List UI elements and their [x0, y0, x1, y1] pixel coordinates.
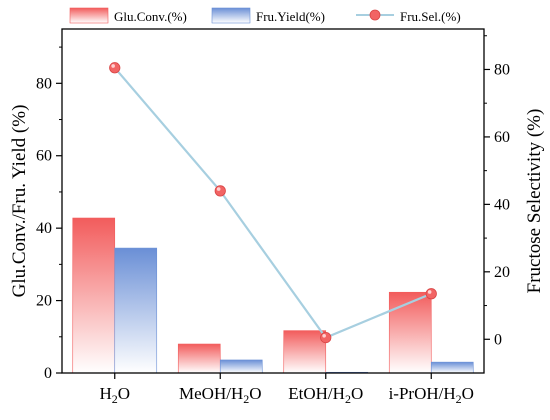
legend-label-1: Fru.Yield(%) — [256, 9, 325, 24]
legend-swatch-1 — [211, 7, 251, 24]
bar-fru-yield-0 — [114, 247, 158, 374]
bar-glu-conv-0 — [72, 217, 116, 374]
selectivity-point-highlight-1 — [216, 187, 221, 191]
right-tick-label-0: 0 — [494, 331, 502, 348]
bar-glu-conv-3 — [388, 291, 432, 374]
line-layer — [109, 62, 437, 344]
legend-label-2: Fru.Sel.(%) — [400, 9, 461, 24]
legend: Glu.Conv.(%) Fru.Yield(%) Fru.Sel.(%) — [69, 7, 461, 24]
right-tick-label-40: 40 — [494, 196, 510, 213]
selectivity-point-highlight-3 — [427, 290, 432, 294]
selectivity-point-2 — [320, 331, 332, 344]
bar-fru-yield-3 — [430, 361, 474, 374]
left-tick-label-60: 60 — [36, 148, 52, 165]
selectivity-point-1 — [214, 185, 226, 197]
legend-label-0: Glu.Conv.(%) — [114, 9, 187, 24]
legend-swatch-0 — [69, 7, 109, 24]
left-tick-label-40: 40 — [36, 220, 52, 237]
legend-marker-swatch — [369, 9, 381, 21]
bar-glu-conv-2 — [283, 330, 327, 374]
category-label-0: H2O — [99, 384, 130, 406]
left-tick-label-0: 0 — [44, 365, 52, 382]
right-tick-label-80: 80 — [494, 61, 510, 78]
selectivity-point-3 — [425, 288, 437, 300]
category-label-3: i-PrOH/H2O — [389, 384, 474, 406]
right-tick-label-20: 20 — [494, 264, 510, 281]
bar-glu-conv-1 — [177, 343, 221, 374]
category-label-1: MeOH/H2O — [179, 384, 262, 406]
left-tick-label-80: 80 — [36, 75, 52, 92]
plot-frame — [61, 28, 485, 374]
left-axis-title: Glu.Conv./Fru. Yield (%) — [9, 105, 30, 298]
selectivity-point-0 — [109, 62, 121, 74]
selectivity-point-highlight-2 — [322, 333, 326, 338]
selectivity-point-highlight-0 — [111, 64, 115, 68]
category-label-2: EtOH/H2O — [288, 384, 363, 406]
selectivity-line — [113, 67, 432, 339]
bar-fru-yield-1 — [219, 359, 263, 374]
axes-layer: 0 20 40 60 80 0 20 40 60 80 H2O MeOH/H2O EtOH/H2O i-P… — [9, 28, 545, 406]
bars-layer — [72, 217, 474, 374]
left-tick-label-20: 20 — [36, 293, 52, 310]
right-axis-title: Fructose Selectivity (%) — [524, 109, 545, 294]
right-tick-label-60: 60 — [494, 129, 510, 146]
